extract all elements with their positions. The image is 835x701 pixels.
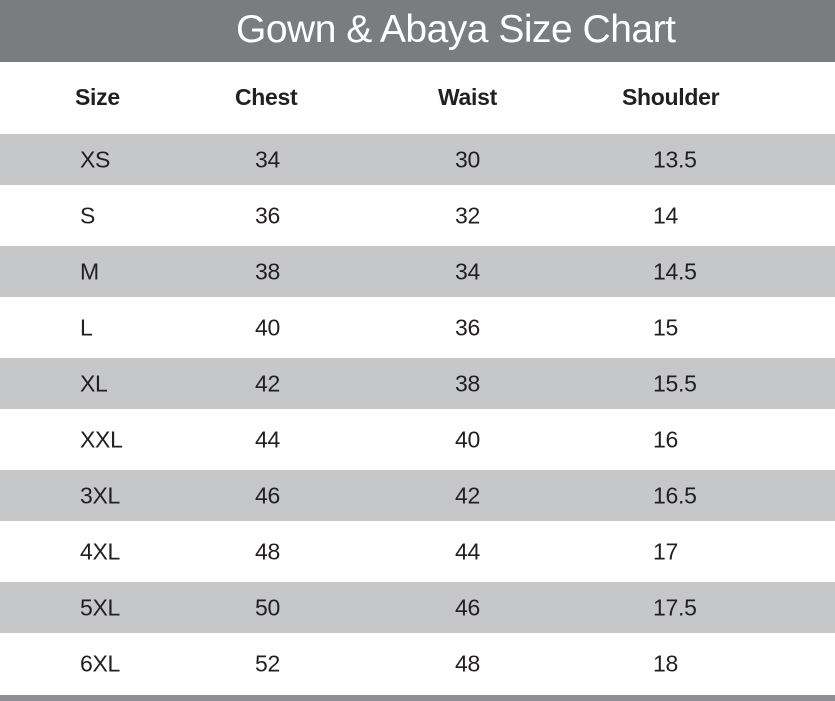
- bottom-bar: [0, 695, 835, 701]
- cell-shoulder: 15.5: [653, 370, 697, 396]
- cell-waist: 36: [455, 314, 480, 340]
- cell-waist: 48: [455, 650, 480, 676]
- cell-shoulder: 15: [653, 314, 678, 340]
- cell-waist: 32: [455, 202, 480, 228]
- cell-shoulder: 18: [653, 650, 678, 676]
- cell-waist: 40: [455, 426, 480, 452]
- column-header-waist: Waist: [438, 84, 497, 110]
- table-row: 6XL 52 48 18: [0, 633, 835, 694]
- cell-waist: 34: [455, 258, 480, 284]
- cell-chest: 34: [255, 146, 280, 172]
- cell-chest: 44: [255, 426, 280, 452]
- table-row: M 38 34 14.5: [0, 246, 835, 297]
- table-row: 4XL 48 44 17: [0, 521, 835, 582]
- table-row: 3XL 46 42 16.5: [0, 470, 835, 521]
- table-body: XS 34 30 13.5 S 36 32 14 M 38 34 14.5 L 40 36 15 XL 42 38 1…: [0, 134, 835, 694]
- cell-waist: 38: [455, 370, 480, 396]
- table-header: Size Chest Waist Shoulder: [0, 62, 835, 134]
- cell-waist: 30: [455, 146, 480, 172]
- table-row: L 40 36 15: [0, 297, 835, 358]
- cell-size: 4XL: [80, 538, 121, 564]
- cell-chest: 46: [255, 482, 280, 508]
- cell-size: S: [80, 202, 96, 228]
- table-row: XXL 44 40 16: [0, 409, 835, 470]
- cell-shoulder: 13.5: [653, 146, 697, 172]
- table-row: 5XL 50 46 17.5: [0, 582, 835, 633]
- cell-shoulder: 14: [653, 202, 678, 228]
- cell-chest: 48: [255, 538, 280, 564]
- cell-chest: 52: [255, 650, 280, 676]
- cell-shoulder: 16: [653, 426, 678, 452]
- cell-waist: 42: [455, 482, 480, 508]
- cell-waist: 46: [455, 594, 480, 620]
- column-header-size: Size: [75, 84, 120, 110]
- cell-shoulder: 16.5: [653, 482, 697, 508]
- cell-shoulder: 17.5: [653, 594, 697, 620]
- table-row: XL 42 38 15.5: [0, 358, 835, 409]
- cell-size: 3XL: [80, 482, 121, 508]
- cell-size: XL: [80, 370, 108, 396]
- cell-chest: 42: [255, 370, 280, 396]
- column-header-shoulder: Shoulder: [622, 84, 720, 110]
- cell-size: 6XL: [80, 650, 121, 676]
- cell-waist: 44: [455, 538, 480, 564]
- table-row: XS 34 30 13.5: [0, 134, 835, 185]
- cell-chest: 40: [255, 314, 280, 340]
- column-header-chest: Chest: [235, 84, 298, 110]
- cell-shoulder: 17: [653, 538, 678, 564]
- cell-chest: 38: [255, 258, 280, 284]
- cell-size: XXL: [80, 426, 123, 452]
- title-bar: Gown & Abaya Size Chart: [0, 0, 835, 62]
- page-title: Gown & Abaya Size Chart: [236, 8, 676, 51]
- cell-chest: 36: [255, 202, 280, 228]
- cell-shoulder: 14.5: [653, 258, 697, 284]
- table-row: S 36 32 14: [0, 185, 835, 246]
- cell-size: L: [80, 314, 93, 340]
- cell-size: XS: [80, 146, 111, 172]
- cell-size: M: [80, 258, 99, 284]
- cell-chest: 50: [255, 594, 280, 620]
- cell-size: 5XL: [80, 594, 121, 620]
